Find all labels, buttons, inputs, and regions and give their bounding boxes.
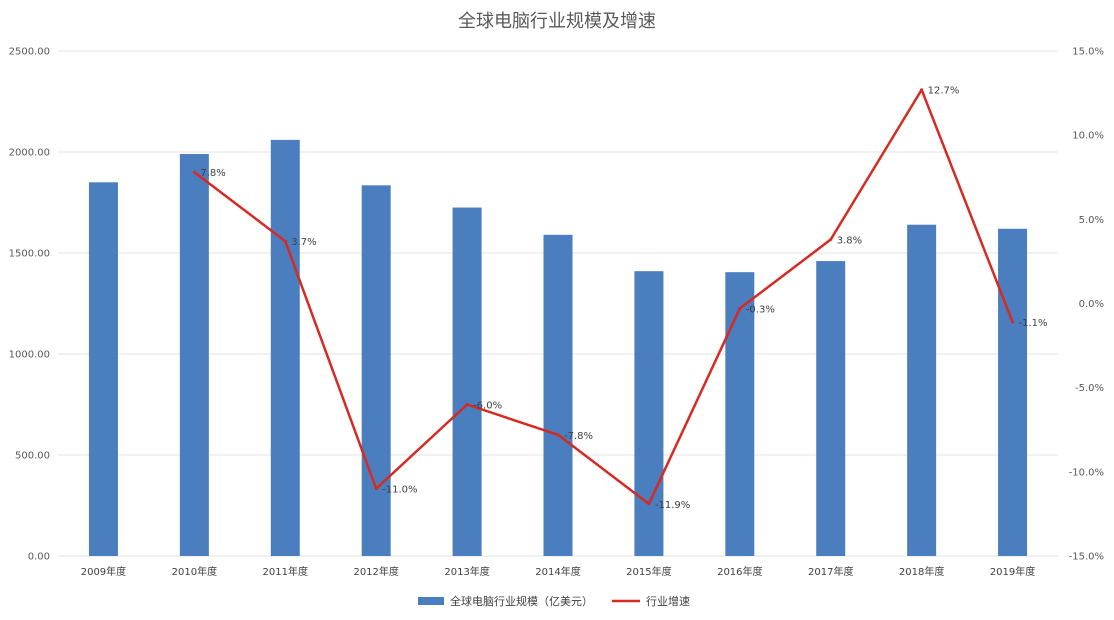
line-point (192, 170, 196, 174)
bar (907, 224, 937, 556)
bar (998, 228, 1028, 556)
bar (179, 154, 209, 556)
category-label: 2015年度 (626, 565, 671, 578)
left-tick-label: 2000.00 (9, 148, 50, 159)
line-point (556, 433, 560, 437)
category-label: 2018年度 (899, 565, 944, 578)
growth-line (193, 88, 1014, 506)
bar-series (88, 139, 1028, 557)
category-axis: 2009年度 2010年度 2011年度 2012年度 2013年度 2014年度 2015… (81, 565, 1036, 578)
left-axis: 0.00 500.00 1000.00 1500.00 2000.00 2500.00 (9, 47, 50, 563)
bar (452, 207, 482, 557)
data-label: -0.3% (746, 305, 775, 316)
category-label: 2016年度 (717, 565, 762, 578)
right-tick-label: -10.0% (1069, 467, 1104, 478)
data-label: -11.9% (655, 500, 690, 511)
line-point (738, 307, 742, 311)
data-label: -11.0% (382, 485, 417, 496)
bar (816, 261, 846, 556)
line-point (920, 88, 924, 92)
right-tick-label: 5.0% (1079, 215, 1104, 226)
left-tick-label: 500.00 (15, 451, 50, 462)
right-axis: -15.0% -10.0% -5.0% 0.0% 5.0% 10.0% 15.0% (1069, 47, 1104, 563)
legend-line-label: 行业增速 (646, 594, 690, 608)
category-label: 2009年度 (81, 565, 126, 578)
left-tick-label: 0.00 (28, 552, 50, 563)
bar (634, 271, 664, 556)
data-label: 3.8% (837, 236, 862, 247)
left-tick-label: 1500.00 (9, 249, 50, 260)
category-label: 2014年度 (535, 565, 580, 578)
category-label: 2011年度 (263, 565, 308, 578)
category-label: 2010年度 (172, 565, 217, 578)
legend: 全球电脑行业规模（亿美元） 行业增速 (418, 594, 690, 608)
data-label: -7.8% (564, 431, 593, 442)
data-label: 7.8% (200, 168, 225, 179)
bar (88, 182, 118, 557)
left-tick-label: 1000.00 (9, 350, 50, 361)
right-tick-label: 15.0% (1072, 47, 1104, 58)
right-tick-label: 10.0% (1072, 131, 1104, 142)
data-label: 3.7% (291, 237, 316, 248)
legend-bar-label: 全球电脑行业规模（亿美元） (450, 594, 593, 608)
line-point (829, 238, 833, 242)
category-label: 2017年度 (808, 565, 853, 578)
category-label: 2013年度 (444, 565, 489, 578)
right-tick-label: -5.0% (1075, 383, 1104, 394)
bar (270, 139, 300, 556)
chart-title: 全球电脑行业规模及增速 (458, 11, 656, 32)
bar (361, 185, 391, 556)
bar (543, 234, 573, 556)
data-label: 12.7% (928, 86, 960, 97)
data-label: -6.0% (473, 401, 502, 412)
line-point (647, 502, 651, 506)
right-tick-label: -15.0% (1069, 552, 1104, 563)
left-tick-label: 2500.00 (9, 47, 50, 58)
legend-bar-swatch (418, 597, 444, 605)
bar (725, 272, 755, 556)
category-label: 2012年度 (353, 565, 398, 578)
data-label: -1.1% (1019, 318, 1048, 329)
line-series: 7.8% 3.7% -11.0% -6.0% -7.8% -11.9% -0.3% 3.8% 1… (192, 86, 1048, 511)
line-point (1011, 320, 1015, 324)
line-point (465, 403, 469, 406)
line-point (374, 487, 378, 491)
right-tick-label: 0.0% (1079, 299, 1104, 310)
line-point (283, 239, 287, 243)
category-label: 2019年度 (990, 565, 1035, 578)
